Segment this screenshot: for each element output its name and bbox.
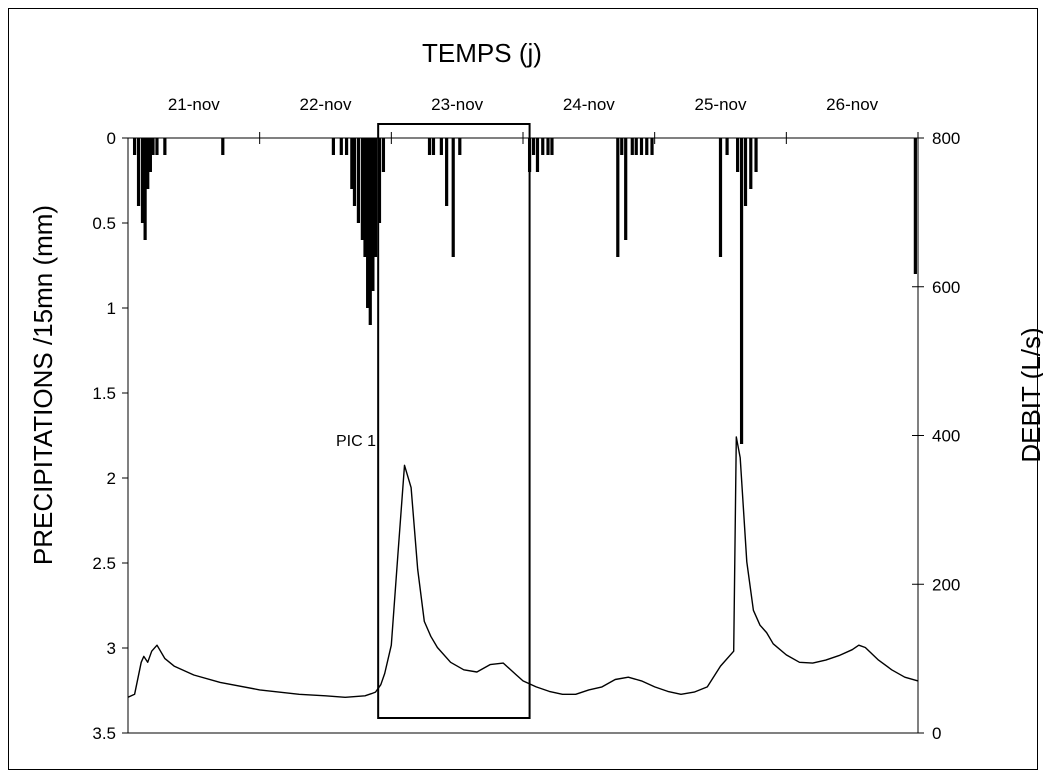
rain-bar bbox=[634, 138, 638, 155]
y-left-tick-label: 1 bbox=[107, 299, 116, 318]
rain-bar bbox=[445, 138, 449, 206]
rain-bar bbox=[368, 138, 372, 325]
rain-bar bbox=[439, 138, 443, 155]
rain-bar bbox=[527, 138, 532, 172]
x-axis-title: TEMPS (j) bbox=[422, 38, 542, 68]
rain-bar bbox=[143, 138, 147, 240]
rain-bar bbox=[531, 138, 536, 155]
rain-bar bbox=[146, 138, 150, 189]
rain-bar bbox=[339, 138, 343, 155]
rain-bar bbox=[360, 138, 364, 240]
y-left-tick-label: 1.5 bbox=[92, 384, 116, 403]
highlight-box bbox=[377, 123, 531, 719]
rain-bar bbox=[616, 138, 620, 257]
rain-bar bbox=[140, 138, 145, 223]
rain-bar bbox=[221, 138, 225, 155]
rain-bar bbox=[381, 138, 386, 172]
rain-bar bbox=[331, 138, 335, 155]
rain-bar bbox=[725, 138, 729, 155]
y-right-tick-label: 400 bbox=[932, 427, 960, 446]
rain-bar bbox=[151, 138, 155, 155]
rain-bar bbox=[743, 138, 748, 206]
rain-bar bbox=[736, 138, 740, 172]
y-left-tick-label: 0 bbox=[107, 129, 116, 148]
y-left-tick-label: 3.5 bbox=[92, 724, 116, 743]
rain-bar bbox=[363, 138, 367, 257]
y-left-tick-label: 0.5 bbox=[92, 214, 116, 233]
discharge-line bbox=[127, 436, 919, 698]
rain-bar bbox=[913, 138, 917, 274]
rain-bar bbox=[132, 138, 137, 155]
rain-bar bbox=[163, 138, 167, 155]
rain-bar bbox=[718, 138, 723, 257]
y-left-tick-label: 3 bbox=[107, 639, 116, 658]
y-right-tick-label: 0 bbox=[932, 724, 941, 743]
rain-bar bbox=[377, 138, 382, 223]
rain-bar bbox=[546, 138, 550, 155]
rain-bar bbox=[739, 138, 744, 444]
y-left-axis-title: PRECIPITATIONS /15mn (mm) bbox=[28, 205, 58, 565]
rain-bar bbox=[550, 138, 554, 155]
rain-bar bbox=[620, 138, 624, 155]
x-tick-label: 24-nov bbox=[563, 95, 615, 114]
rain-bar bbox=[136, 138, 141, 206]
rain-bar bbox=[630, 138, 634, 155]
rain-bar bbox=[650, 138, 654, 155]
y-right-tick-label: 200 bbox=[932, 575, 960, 594]
annotation-pic1: PIC 1 bbox=[336, 433, 376, 450]
x-tick-label: 23-nov bbox=[431, 95, 483, 114]
rain-bar bbox=[155, 138, 159, 155]
rain-bar bbox=[373, 138, 378, 257]
y-right-tick-label: 800 bbox=[932, 129, 960, 148]
rain-bar bbox=[541, 138, 545, 155]
rain-bar bbox=[458, 138, 462, 155]
rain-bar bbox=[624, 138, 628, 240]
rain-bar bbox=[148, 138, 152, 172]
x-tick-label: 26-nov bbox=[826, 95, 878, 114]
x-tick-label: 22-nov bbox=[300, 95, 352, 114]
rain-bar bbox=[352, 138, 357, 206]
x-tick-label: 21-nov bbox=[168, 95, 220, 114]
rain-bar bbox=[356, 138, 361, 223]
x-tick-label: 25-nov bbox=[695, 95, 747, 114]
rain-bar bbox=[645, 138, 649, 155]
rain-bar bbox=[431, 138, 436, 155]
y-right-tick-label: 600 bbox=[932, 278, 960, 297]
y-left-tick-label: 2 bbox=[107, 469, 116, 488]
rain-bar bbox=[427, 138, 432, 155]
rain-bar bbox=[754, 138, 758, 172]
rain-bar bbox=[451, 138, 455, 257]
rain-bar bbox=[535, 138, 540, 172]
rain-bar bbox=[344, 138, 349, 155]
y-right-axis-title: DEBIT (L/s) bbox=[1016, 327, 1043, 462]
rain-bar bbox=[749, 138, 753, 189]
rain-bar bbox=[639, 138, 644, 155]
y-left-tick-label: 2.5 bbox=[92, 554, 116, 573]
rain-bar bbox=[371, 138, 375, 291]
rain-bar bbox=[366, 138, 370, 308]
rain-bar bbox=[350, 138, 354, 189]
